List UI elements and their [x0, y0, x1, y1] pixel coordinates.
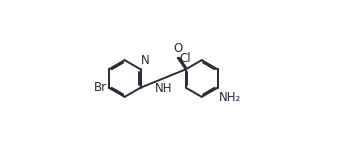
Text: O: O	[173, 42, 183, 55]
Text: Cl: Cl	[179, 52, 191, 65]
Text: NH: NH	[155, 82, 173, 95]
Text: NH₂: NH₂	[219, 91, 241, 104]
Text: N: N	[141, 54, 150, 68]
Text: Br: Br	[94, 81, 107, 94]
